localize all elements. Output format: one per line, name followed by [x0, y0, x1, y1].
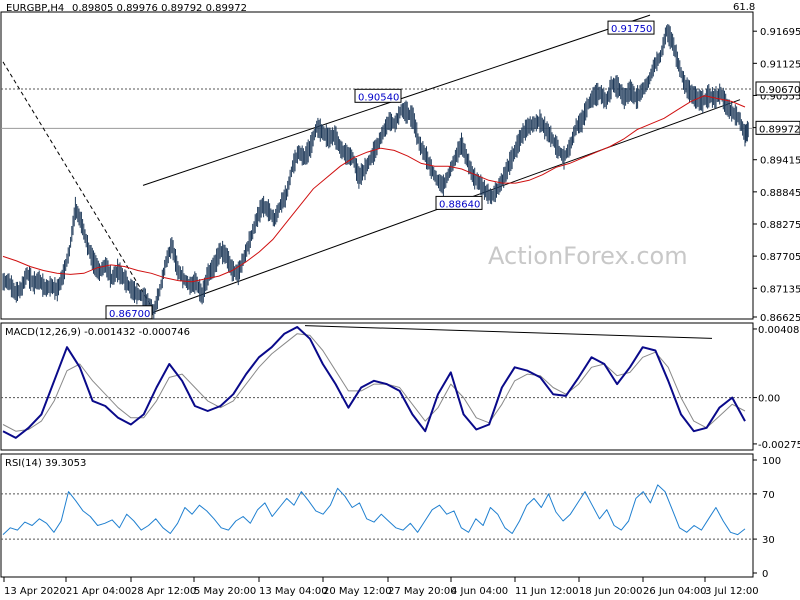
x-tick-label-28 Apr 12:00: 28 Apr 12:00	[131, 586, 196, 597]
rsi-panel-frame	[0, 453, 754, 578]
y-tick-label-0.88845: 0.88845	[760, 188, 800, 199]
price-label-0.86700: 0.86700	[105, 305, 153, 320]
symbol-label: EURGBP,H4	[6, 3, 64, 14]
moving-average-line	[2, 95, 746, 283]
price-label-box	[354, 88, 402, 103]
macd-signal-line	[2, 333, 746, 432]
dashed-trendline	[2, 61, 153, 308]
right-label-0.90670: 0.90670	[759, 85, 800, 96]
y-tick-label-0.86625: 0.86625	[760, 313, 800, 324]
y-tick-label-0.88275: 0.88275	[760, 220, 800, 231]
x-tick-label-5 May 20:00: 5 May 20:00	[194, 586, 256, 597]
rsi-line	[2, 484, 746, 536]
y-tick-label-0.87705: 0.87705	[760, 252, 800, 263]
ohlc-label: 0.89805 0.89976 0.89792 0.89972	[72, 3, 247, 14]
price-label-box	[435, 195, 483, 210]
y-tick-label-0.90555: 0.90555	[760, 91, 800, 102]
price-bars	[2, 24, 749, 320]
macd-tick-label-0.004083: 0.004083	[758, 325, 800, 336]
rsi-layer	[1, 484, 753, 540]
x-tick-label-11 Jun 12:00: 11 Jun 12:00	[515, 586, 579, 597]
price-label-box	[105, 305, 153, 320]
rsi-tick-label-100: 100	[762, 456, 781, 467]
rsi-tick-label-70: 70	[762, 490, 775, 501]
macd-tick-label--0.002757: -0.002757	[758, 440, 800, 451]
axes-layer: 0.916950.911250.905550.899850.894150.888…	[3, 27, 800, 597]
x-tick-label-18 Jun 20:00: 18 Jun 20:00	[579, 586, 643, 597]
y-tick-label-0.89415: 0.89415	[760, 156, 800, 167]
x-tick-label-26 Jun 04:00: 26 Jun 04:00	[643, 586, 707, 597]
price-label-text: 0.90540	[358, 92, 399, 103]
price-label-box	[607, 20, 655, 35]
macd-layer	[1, 325, 753, 439]
price-panel-frame	[0, 11, 754, 320]
x-tick-label-20 May 12:00: 20 May 12:00	[323, 586, 392, 597]
y-tick-label-0.87135: 0.87135	[760, 284, 800, 295]
right-label-0.89972: 0.89972	[759, 124, 800, 135]
right-label-box	[755, 81, 800, 96]
fib-level-label: 61.8	[733, 2, 755, 13]
macd-panel-frame	[0, 322, 754, 451]
right-label-box	[755, 120, 800, 135]
price-label-text: 0.91750	[611, 24, 652, 35]
x-tick-label-13 May 04:00: 13 May 04:00	[259, 586, 328, 597]
rsi-tick-label-0: 0	[762, 569, 768, 580]
x-tick-label-21 Apr 04:00: 21 Apr 04:00	[66, 586, 131, 597]
x-tick-label-4 Jun 04:00: 4 Jun 04:00	[451, 586, 508, 597]
macd-trendline	[304, 325, 713, 339]
price-label-0.88640: 0.88640	[435, 195, 483, 210]
price-label-text: 0.88640	[439, 199, 480, 210]
rsi-tick-label-30: 30	[762, 535, 775, 546]
x-tick-label-3 Jul 12:00: 3 Jul 12:00	[705, 586, 759, 597]
macd-label: MACD(12,26,9) -0.001432 -0.000746	[5, 327, 190, 338]
rsi-label: RSI(14) 39.3053	[5, 458, 86, 469]
y-tick-label-0.91695: 0.91695	[760, 27, 800, 38]
price-label-0.91750: 0.91750	[607, 20, 655, 35]
watermark: ActionForex.com	[488, 242, 688, 270]
price-label-0.90540: 0.90540	[354, 88, 402, 103]
y-tick-label-0.91125: 0.91125	[760, 59, 800, 70]
price-label-text: 0.86700	[109, 309, 150, 320]
x-tick-label-27 May 20:00: 27 May 20:00	[388, 586, 457, 597]
macd-main-line	[2, 326, 746, 439]
macd-tick-label-0.00: 0.00	[758, 394, 780, 405]
price-layer: 0.91750 0.90540 0.88640 0.86700	[1, 14, 753, 320]
x-tick-label-13 Apr 2020: 13 Apr 2020	[4, 586, 66, 597]
